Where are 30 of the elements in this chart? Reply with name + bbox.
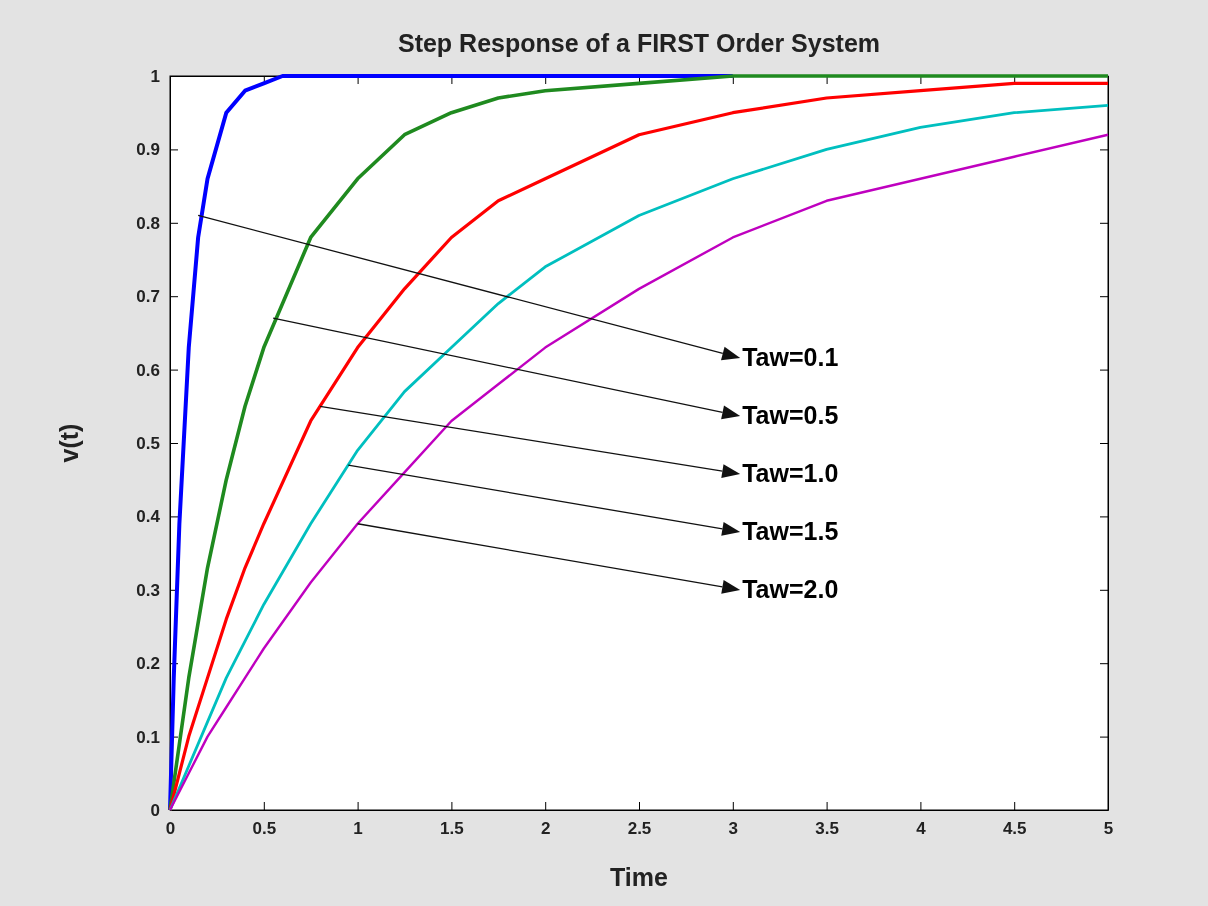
x-tick-label: 3.5 xyxy=(815,819,839,839)
annotation: Taw=0.5 xyxy=(742,401,839,429)
y-tick-label: 0.8 xyxy=(136,213,160,233)
y-tick-label: 0 xyxy=(150,800,160,820)
y-tick-label: 0.4 xyxy=(136,507,161,527)
x-tick-label: 4.5 xyxy=(1002,819,1027,839)
x-tick-label: 3 xyxy=(728,819,739,839)
annotation: Taw=2.0 xyxy=(742,575,839,603)
annotation: Taw=1.0 xyxy=(742,459,839,487)
y-tick-label: 1 xyxy=(150,66,160,86)
annotation: Taw=0.1 xyxy=(742,343,839,371)
x-tick-label: 1.5 xyxy=(440,819,464,839)
x-tick-label: 0 xyxy=(165,819,176,839)
y-tick-label: 0.7 xyxy=(136,287,160,307)
chart-title: Step Response of a FIRST Order System xyxy=(397,29,881,57)
x-axis-title: Time xyxy=(610,863,669,891)
x-tick-label: 1 xyxy=(353,819,363,839)
y-tick-label: 0.1 xyxy=(136,727,160,747)
y-tick-label: 0.6 xyxy=(136,360,160,380)
x-tick-label: 2 xyxy=(540,819,551,839)
y-tick-label: 0.5 xyxy=(136,433,160,453)
x-tick-label: 2.5 xyxy=(627,819,652,839)
y-tick-label: 0.2 xyxy=(136,654,160,674)
annotation: Taw=1.5 xyxy=(742,517,839,545)
y-tick-label: 0.3 xyxy=(136,580,160,600)
x-tick-label: 4 xyxy=(916,819,927,839)
y-axis-title: v(t) xyxy=(55,423,83,463)
y-tick-label: 0.9 xyxy=(136,140,160,160)
x-tick-label: 5 xyxy=(1103,819,1114,839)
x-tick-label: 0.5 xyxy=(252,819,277,839)
